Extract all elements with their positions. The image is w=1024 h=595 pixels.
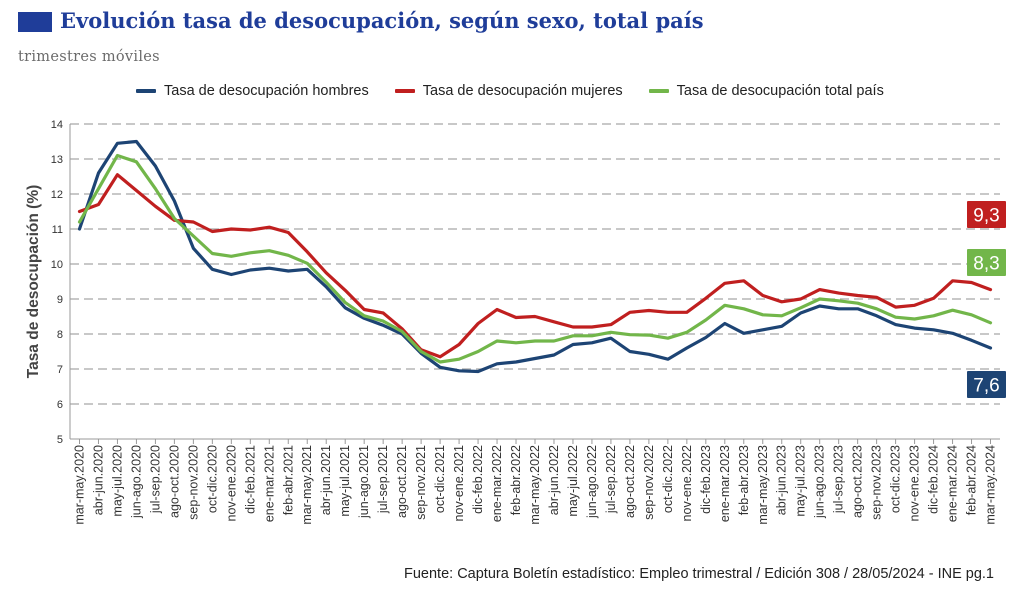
x-tick-label-33: dic-feb.2023 bbox=[699, 445, 713, 514]
x-tick-label-12: mar-may.2021 bbox=[300, 445, 314, 525]
x-tick-label-17: ago-oct.2021 bbox=[395, 445, 409, 518]
x-tick-label-46: ene-mar.2024 bbox=[946, 445, 960, 522]
legend-label-total: Tasa de desocupación total país bbox=[676, 83, 884, 99]
x-tick-label-4: jul-sep.2020 bbox=[148, 445, 162, 514]
legend-swatch-hombres bbox=[136, 89, 156, 93]
end-label-box-mujeres bbox=[967, 201, 1006, 228]
x-tick-label-45: dic-feb.2024 bbox=[927, 445, 941, 514]
x-tick-label-0: mar-may.2020 bbox=[72, 445, 86, 525]
source-note: Fuente: Captura Boletín estadístico: Emp… bbox=[404, 566, 994, 582]
x-tick-label-43: oct-dic.2023 bbox=[889, 445, 903, 513]
chart-title: Evolución tasa de desocupación, según se… bbox=[60, 8, 704, 33]
x-tick-label-3: jun-ago.2020 bbox=[129, 445, 143, 519]
x-tick-label-31: oct-dic.2022 bbox=[661, 445, 675, 513]
x-tick-label-10: ene-mar.2021 bbox=[262, 445, 276, 522]
legend-swatch-mujeres bbox=[394, 89, 415, 93]
legend-item-hombres: Tasa de desocupación hombres bbox=[136, 83, 369, 99]
x-tick-label-9: dic-feb.2021 bbox=[243, 445, 257, 514]
y-tick-label-9: 9 bbox=[57, 294, 63, 306]
x-tick-label-16: jul-sep.2021 bbox=[376, 445, 390, 514]
x-tick-label-22: ene-mar.2022 bbox=[490, 445, 504, 522]
y-tick-label-8: 8 bbox=[57, 329, 63, 341]
legend-item-mujeres: Tasa de desocupación mujeres bbox=[394, 83, 623, 99]
x-tick-label-15: jun-ago.2021 bbox=[357, 445, 371, 519]
x-tick-label-1: abr-jun.2020 bbox=[91, 445, 105, 515]
x-tick-label-21: dic-feb.2022 bbox=[471, 445, 485, 514]
x-tick-label-24: mar-may.2022 bbox=[528, 445, 542, 525]
x-tick-label-35: feb-abr.2023 bbox=[737, 445, 751, 515]
x-tick-label-47: feb-abr.2024 bbox=[965, 445, 979, 515]
y-tick-label-6: 6 bbox=[57, 399, 63, 411]
y-tick-label-11: 11 bbox=[52, 224, 63, 236]
x-tick-label-2: may-jul.2020 bbox=[110, 445, 124, 517]
legend: Tasa de desocupación hombres Tasa de des… bbox=[136, 83, 884, 99]
x-tick-label-23: feb-abr.2022 bbox=[509, 445, 523, 515]
x-tick-label-32: nov-ene.2022 bbox=[680, 445, 694, 522]
end-label-hombres: 7,6 bbox=[973, 376, 999, 397]
x-tick-label-36: mar-may.2023 bbox=[756, 445, 770, 525]
chart-subtitle: trimestres móviles bbox=[18, 49, 160, 65]
end-label-box-hombres bbox=[967, 371, 1006, 398]
x-tick-label-34: ene-mar.2023 bbox=[718, 445, 732, 522]
series-line-mujeres bbox=[77, 173, 993, 359]
x-tick-label-26: may-jul.2022 bbox=[566, 445, 580, 517]
y-tick-label-5: 5 bbox=[57, 434, 63, 446]
x-tick-label-13: abr-jun.2021 bbox=[319, 445, 333, 515]
x-tick-label-25: abr-jun.2022 bbox=[547, 445, 561, 515]
legend-label-hombres: Tasa de desocupación hombres bbox=[164, 83, 369, 99]
legend-label-mujeres: Tasa de desocupación mujeres bbox=[422, 83, 623, 99]
x-tick-label-29: ago-oct.2022 bbox=[623, 445, 637, 518]
series-line-hombres bbox=[77, 139, 993, 374]
x-tick-label-48: mar-may.2024 bbox=[984, 445, 998, 525]
x-tick-label-40: jul-sep.2023 bbox=[832, 445, 846, 514]
legend-item-total: Tasa de desocupación total país bbox=[648, 83, 884, 99]
y-tick-label-13: 13 bbox=[51, 154, 63, 166]
x-tick-label-6: sep-nov.2020 bbox=[186, 445, 200, 520]
y-tick-label-10: 10 bbox=[51, 259, 63, 271]
x-tick-label-44: nov-ene.2023 bbox=[908, 445, 922, 522]
x-tick-label-14: may-jul.2021 bbox=[338, 445, 352, 517]
end-label-total: 8,3 bbox=[973, 254, 999, 275]
x-tick-label-42: sep-nov.2023 bbox=[870, 445, 884, 520]
x-tick-label-39: jun-ago.2023 bbox=[813, 445, 827, 519]
y-tick-label-7: 7 bbox=[57, 364, 63, 376]
end-label-box-total bbox=[967, 249, 1006, 276]
x-tick-label-30: sep-nov.2022 bbox=[642, 445, 656, 520]
x-tick-label-11: feb-abr.2021 bbox=[281, 445, 295, 515]
x-tick-label-18: sep-nov.2021 bbox=[414, 445, 428, 520]
x-tick-label-41: ago-oct.2023 bbox=[851, 445, 865, 518]
y-tick-label-14: 14 bbox=[51, 119, 63, 131]
x-tick-label-37: abr-jun.2023 bbox=[775, 445, 789, 515]
x-tick-label-19: oct-dic.2021 bbox=[433, 445, 447, 513]
x-tick-label-27: jun-ago.2022 bbox=[585, 445, 599, 519]
title-marker bbox=[18, 12, 52, 32]
x-tick-label-20: nov-ene.2021 bbox=[452, 445, 466, 522]
y-axis-title: Tasa de desocupación (%) bbox=[25, 185, 42, 379]
x-tick-label-7: oct-dic.2020 bbox=[205, 445, 219, 513]
y-tick-label-12: 12 bbox=[51, 189, 63, 201]
series-line-total bbox=[77, 153, 993, 364]
x-tick-label-28: jul-sep.2022 bbox=[604, 445, 618, 514]
x-tick-label-8: nov-ene.2020 bbox=[224, 445, 238, 522]
legend-swatch-total bbox=[648, 89, 669, 93]
end-label-mujeres: 9,3 bbox=[973, 206, 999, 227]
x-tick-label-5: ago-oct.2020 bbox=[167, 445, 181, 518]
x-tick-label-38: may-jul.2023 bbox=[794, 445, 808, 517]
